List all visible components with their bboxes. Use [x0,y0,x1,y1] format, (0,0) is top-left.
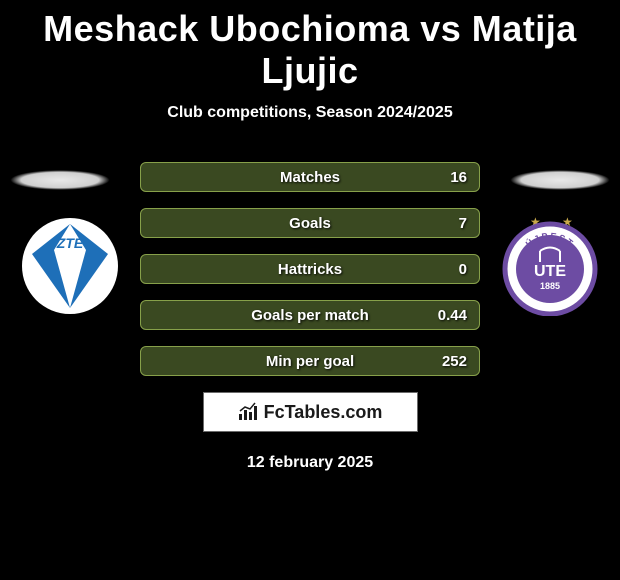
svg-text:ZTE: ZTE [56,235,84,251]
stat-value: 0.44 [438,307,467,324]
svg-text:1885: 1885 [540,281,560,291]
subtitle: Club competitions, Season 2024/2025 [0,104,620,122]
club-logo-right: ★ ★ ÚJPEST UTE 1885 [500,216,600,316]
comparison-panel: ZTE ★ ★ ÚJPEST UTE 1885 Matches 16 Goals [0,162,620,472]
stat-value: 0 [459,261,467,278]
stat-row-matches: Matches 16 [140,162,480,192]
stat-row-goals-per-match: Goals per match 0.44 [140,300,480,330]
stat-value: 16 [450,169,467,186]
stat-value: 252 [442,353,467,370]
stat-label: Matches [280,169,340,186]
stat-label: Hattricks [278,261,342,278]
player-shadow-right [510,170,610,190]
stat-row-min-per-goal: Min per goal 252 [140,346,480,376]
date-text: 12 february 2025 [0,454,620,472]
stat-value: 7 [459,215,467,232]
stat-label: Goals per match [251,307,369,324]
brand-text: FcTables.com [264,402,383,423]
player-shadow-left [10,170,110,190]
stat-label: Min per goal [266,353,354,370]
club-logo-left: ZTE [20,216,120,316]
page-title: Meshack Ubochioma vs Matija Ljujic [0,0,620,92]
svg-text:UTE: UTE [534,263,566,280]
stat-label: Goals [289,215,331,232]
brand-badge: FcTables.com [203,392,418,432]
stat-row-hattricks: Hattricks 0 [140,254,480,284]
bar-chart-icon [238,402,260,422]
stats-list: Matches 16 Goals 7 Hattricks 0 Goals per… [140,162,480,376]
stat-row-goals: Goals 7 [140,208,480,238]
